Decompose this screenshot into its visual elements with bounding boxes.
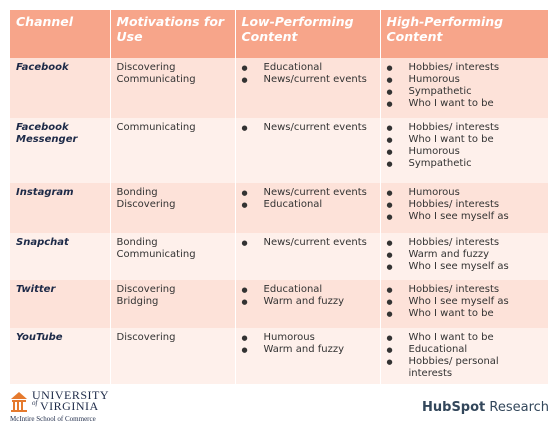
low-content-cell: News/current events bbox=[235, 118, 381, 183]
header-cell: High-Performing Content bbox=[380, 10, 549, 58]
bullet-item: Hobbies/ personal interests bbox=[387, 356, 542, 380]
bullet-item: News/current events bbox=[242, 74, 374, 86]
table-row: TwitterDiscoveringBridgingEducationalWar… bbox=[10, 280, 549, 328]
motivation: Communicating bbox=[116, 122, 196, 133]
bullet-item: Hobbies/ interests bbox=[387, 62, 542, 74]
motivations-cell: Discovering Bridging bbox=[110, 280, 236, 328]
bullet-item: Who I want to be bbox=[387, 134, 542, 146]
high-content-cell: Hobbies/ interestsWarm and fuzzyWho I se… bbox=[380, 233, 549, 280]
high-content-cell: Hobbies/ interestsWho I see myself asWho… bbox=[380, 280, 549, 328]
table-row: SnapchatBondingCommunicatingNews/current… bbox=[10, 233, 549, 280]
motivation: Bonding bbox=[116, 187, 158, 198]
school-name: McIntire School of Commerce bbox=[10, 415, 96, 423]
motivation: Discovering bbox=[116, 62, 176, 73]
channel-cell: Snapchat bbox=[10, 233, 111, 280]
bullet-item: Humorous bbox=[387, 187, 542, 199]
motivations-cell: Discovering Communicating bbox=[110, 58, 236, 118]
hubspot-logo: HubSpot Research bbox=[422, 400, 549, 415]
header-cell: Channel bbox=[10, 10, 111, 58]
table-row: FacebookDiscoveringCommunicatingEducatio… bbox=[10, 58, 549, 118]
motivation: Bridging bbox=[116, 296, 159, 307]
channel-cell: Facebook bbox=[10, 58, 111, 118]
table-row: YouTube Discovering HumorousWarm and fuzzy… bbox=[10, 328, 549, 384]
motivations-cell: Communicating bbox=[110, 118, 236, 183]
bullet-item: Educational bbox=[242, 284, 374, 296]
university-logo: UNIVERSITY of VIRGINIA McIntire School o… bbox=[10, 388, 130, 428]
bullet-item: Who I see myself as bbox=[387, 211, 542, 223]
bullet-item: Who I want to be bbox=[387, 308, 542, 320]
high-content-cell: Hobbies/ interestsWho I want to beHumoro… bbox=[380, 118, 549, 183]
bullet-item: Hobbies/ interests bbox=[387, 122, 542, 134]
motivations-cell: Bonding Communicating bbox=[110, 233, 236, 280]
bullet-item: Who I see myself as bbox=[387, 261, 542, 273]
bullet-item: Who I see myself as bbox=[387, 296, 542, 308]
low-content-cell: HumorousWarm and fuzzy bbox=[235, 328, 381, 384]
bullet-item: Humorous bbox=[387, 146, 542, 158]
low-content-cell: EducationalNews/current events bbox=[235, 58, 381, 118]
university-name: VIRGINIA bbox=[40, 399, 99, 413]
high-content-cell: Hobbies/ interestsHumorousSympatheticWho… bbox=[380, 58, 549, 118]
header-cell: Low-Performing Content bbox=[235, 10, 381, 58]
low-content-cell: EducationalWarm and fuzzy bbox=[235, 280, 381, 328]
bullet-item: News/current events bbox=[242, 122, 374, 134]
bullet-item: Sympathetic bbox=[387, 158, 542, 170]
bullet-item: Warm and fuzzy bbox=[387, 249, 542, 261]
bullet-item: Humorous bbox=[242, 332, 374, 344]
low-content-cell: News/current events bbox=[235, 233, 381, 280]
bullet-item: News/current events bbox=[242, 187, 374, 199]
bullet-item: Warm and fuzzy bbox=[242, 344, 374, 356]
motivation: Communicating bbox=[116, 249, 196, 260]
bullet-item: Sympathetic bbox=[387, 86, 542, 98]
bullet-item: Educational bbox=[387, 344, 542, 356]
channel-table: Channel Motivations for Use Low-Performing… bbox=[10, 10, 549, 384]
motivation: Discovering bbox=[116, 199, 176, 210]
high-content-cell: Who I want to beEducationalHobbies/ pers… bbox=[380, 328, 549, 384]
motivation: Discovering bbox=[116, 332, 176, 343]
table-body: FacebookDiscoveringCommunicatingEducatio… bbox=[10, 58, 549, 384]
motivations-cell: Bonding Discovering bbox=[110, 183, 236, 233]
table-row: Facebook Messenger Communicating News/curr… bbox=[10, 118, 549, 183]
brand: HubSpot bbox=[422, 400, 486, 415]
bullet-item: Humorous bbox=[387, 74, 542, 86]
table-row: InstagramBondingDiscoveringNews/current … bbox=[10, 183, 549, 233]
channel-cell: Twitter bbox=[10, 280, 111, 328]
header-cell: Motivations for Use bbox=[110, 10, 236, 58]
channel-cell: Instagram bbox=[10, 183, 111, 233]
bullet-item: Educational bbox=[242, 62, 374, 74]
motivation: Bonding bbox=[116, 237, 158, 248]
channel-cell: YouTube bbox=[10, 328, 111, 384]
motivation: Communicating bbox=[116, 74, 196, 85]
high-content-cell: HumorousHobbies/ interestsWho I see myse… bbox=[380, 183, 549, 233]
motivations-cell: Discovering bbox=[110, 328, 236, 384]
channel-cell: Facebook Messenger bbox=[10, 118, 111, 183]
bullet-item: Educational bbox=[242, 199, 374, 211]
rotunda-icon bbox=[11, 392, 27, 412]
low-content-cell: News/current eventsEducational bbox=[235, 183, 381, 233]
bullet-item: News/current events bbox=[242, 237, 374, 249]
bullet-item: Who I want to be bbox=[387, 98, 542, 110]
university-of: of bbox=[32, 399, 38, 407]
bullet-item: Hobbies/ interests bbox=[387, 237, 542, 249]
brand-suffix: Research bbox=[489, 400, 550, 415]
bullet-item: Who I want to be bbox=[387, 332, 542, 344]
bullet-item: Hobbies/ interests bbox=[387, 284, 542, 296]
header-row: Channel Motivations for Use Low-Performing… bbox=[10, 10, 549, 58]
motivation: Discovering bbox=[116, 284, 176, 295]
university-name: UNIVERSITY bbox=[32, 388, 109, 402]
bullet-item: Hobbies/ interests bbox=[387, 199, 542, 211]
bullet-item: Warm and fuzzy bbox=[242, 296, 374, 308]
